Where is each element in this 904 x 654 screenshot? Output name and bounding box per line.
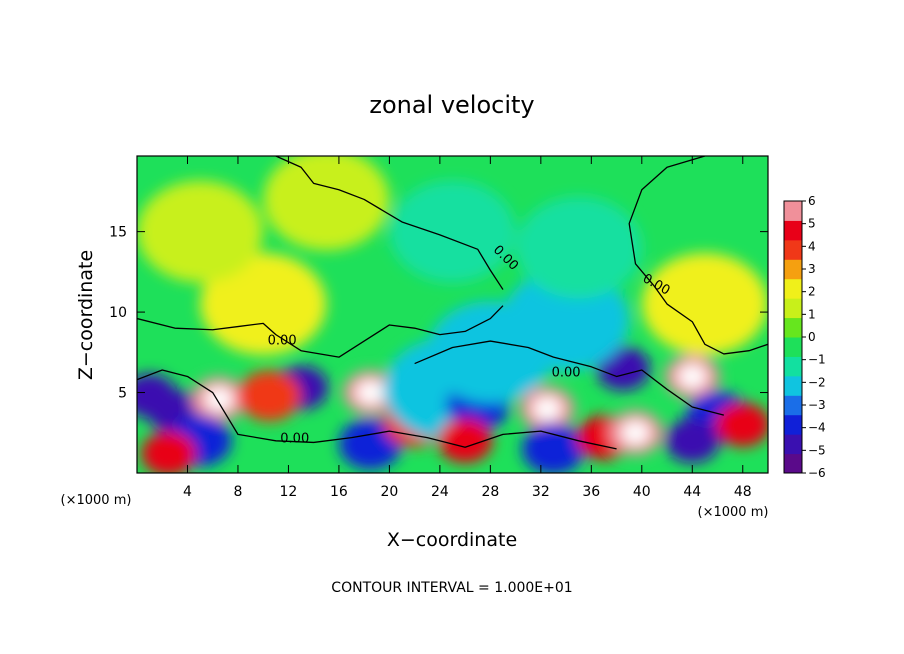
zero-contour-line	[137, 369, 617, 450]
colorbar-tick-label: 3	[808, 262, 816, 276]
field-cell	[200, 253, 327, 356]
x-tick-label: 24	[431, 484, 449, 500]
x-tick-label: 12	[280, 484, 298, 500]
contour-label: 0.00	[280, 431, 309, 446]
field-cell	[641, 253, 768, 356]
colorbar-segment	[784, 375, 802, 396]
colorbar-segment	[784, 278, 802, 299]
x-tick-label: 40	[633, 484, 651, 500]
zero-contours	[137, 156, 768, 450]
field-cell	[715, 402, 768, 447]
field-cell	[137, 180, 264, 283]
colorbar-tick-label: 6	[808, 194, 816, 208]
field-cell-saturated	[678, 364, 707, 389]
field-cell-saturated	[533, 396, 562, 421]
colorbar-segment	[784, 453, 802, 474]
field-cell-saturated	[621, 420, 650, 445]
x-tick-label: 16	[330, 484, 348, 500]
colorbar-tick-label: −6	[808, 466, 826, 480]
colorbar-tick-label: 0	[808, 330, 816, 344]
field-cell	[141, 431, 196, 473]
field-cell	[521, 423, 585, 473]
zero-contour-line	[275, 156, 504, 290]
colorbar-segment	[784, 434, 802, 455]
field-cell	[427, 301, 554, 404]
y-axis: 5 10 15	[109, 225, 768, 402]
colorbar-tick-label: −5	[808, 443, 826, 457]
contour-interval-note: CONTOUR INTERVAL = 1.000E+01	[331, 580, 572, 596]
colorbar-segment	[784, 337, 802, 357]
x-tick-label: 8	[233, 484, 242, 500]
x-tick-label: 36	[582, 484, 600, 500]
colorbar-tick-label: 4	[808, 239, 816, 253]
colorbar-segment	[784, 259, 802, 280]
plot-frame	[136, 155, 769, 474]
colorbar-tick-label: −4	[808, 421, 826, 435]
x-axis: 4 8 12 16 20 24 28 32 36 40 44 48	[183, 156, 752, 500]
field-cell	[137, 373, 177, 418]
x-tick-label: 28	[481, 484, 499, 500]
colorbar-segment	[784, 356, 802, 377]
colorbar-segment	[784, 220, 802, 241]
field-cell-saturated	[205, 386, 234, 411]
field-cell	[389, 180, 516, 283]
x-unit-right: (×1000 m)	[698, 505, 769, 520]
colorbar-segment	[784, 298, 802, 319]
x-tick-label: 32	[532, 484, 550, 500]
colorbar-tick-label: −2	[808, 375, 826, 389]
colorbar-tick-label: 5	[808, 217, 816, 231]
field-cell	[515, 196, 642, 299]
x-tick-label: 4	[183, 484, 192, 500]
colorbar-tick-label: −1	[808, 353, 826, 367]
colorbar-tick-label: −3	[808, 398, 826, 412]
x-tick-label: 44	[683, 484, 701, 500]
velocity-field	[137, 156, 768, 473]
field-cell	[437, 418, 493, 463]
field-cell-saturated	[356, 380, 385, 405]
colorbar-tick-label: 2	[808, 285, 816, 299]
plot-area	[137, 156, 768, 473]
y-tick-label: 5	[118, 386, 127, 402]
chart-title: zonal velocity	[369, 91, 534, 119]
zero-contour-line	[414, 340, 724, 416]
x-axis-label: X−coordinate	[387, 529, 517, 551]
field-cell	[595, 346, 651, 391]
field-cell	[263, 156, 390, 251]
colorbar-segment	[784, 239, 802, 260]
colorbar: 6 5 4 3 2 1 0 −1 −2 −3 −4 −5 −6	[783, 194, 826, 480]
y-tick-label: 15	[109, 225, 127, 241]
x-tick-label: 20	[380, 484, 398, 500]
y-axis-label: Z−coordinate	[75, 250, 97, 380]
contour-label: 0.00	[268, 333, 297, 348]
colorbar-segment	[784, 395, 802, 416]
colorbar-segment	[784, 201, 802, 221]
zero-contour-line	[628, 156, 768, 355]
contour-label: 0.00	[552, 365, 581, 380]
field-cell	[664, 418, 720, 463]
field-cell	[238, 370, 302, 422]
colorbar-segment	[784, 414, 802, 435]
colorbar-segment	[784, 317, 802, 338]
x-tick-label: 48	[734, 484, 752, 500]
x-unit-left: (×1000 m)	[61, 493, 132, 508]
colorbar-tick-label: 1	[808, 307, 816, 321]
zero-contour-line	[137, 305, 504, 358]
y-tick-label: 10	[109, 305, 127, 321]
